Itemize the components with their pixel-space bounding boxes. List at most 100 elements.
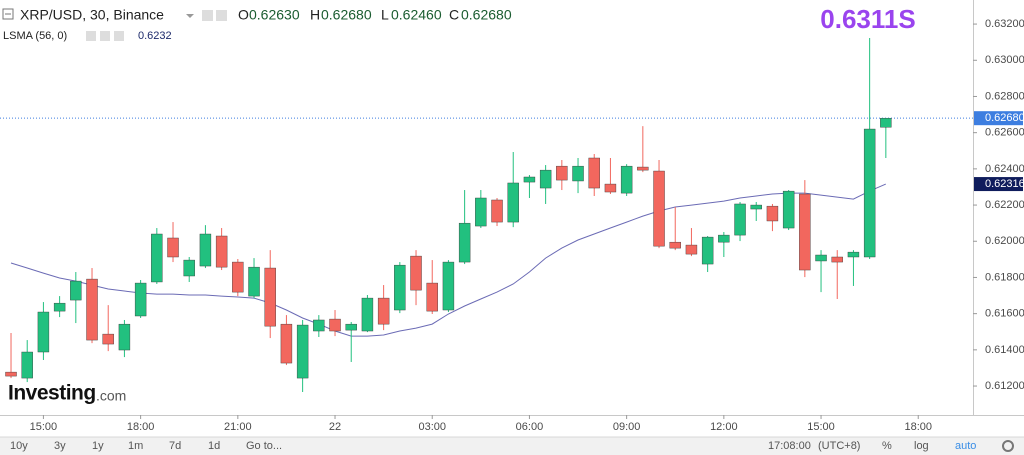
candle-body [37,311,50,353]
lsma-tag-label: 0.62316 [985,178,1024,190]
y-tick-label: 0.61400 [985,344,1024,356]
indicator-value: 0.6232 [138,30,172,42]
log-button[interactable]: log [914,440,929,452]
candle-body [313,319,325,332]
candle-body [5,371,17,377]
x-tick-label: 03:00 [418,421,446,433]
candle-body [345,323,357,331]
high-value: 0.62680 [321,7,372,23]
candle-body [86,278,98,341]
candle-body [232,261,244,293]
candle-body [766,205,779,222]
candle-body [572,165,584,182]
candle-body [458,222,471,263]
candle-body [507,182,519,223]
close-value: 0.62680 [461,7,512,23]
eye-icon[interactable] [202,10,213,21]
x-tick-label: 15:00 [30,421,58,433]
candle-body [734,203,746,236]
candle-body [167,237,179,258]
price-tag [974,111,1023,126]
indicator-eye-icon[interactable] [86,31,96,41]
candle-body [718,234,730,243]
range-button[interactable]: 1d [208,440,220,452]
range-button[interactable]: 10y [10,440,28,452]
lsma-line [10,183,886,337]
candle-body [847,251,860,258]
price-tag-label: 0.62680 [985,112,1024,124]
y-tick-label: 0.63000 [985,54,1024,66]
logo-brand: Investing [8,382,96,405]
x-tick-label: 06:00 [516,421,544,433]
symbol: XRP/USD, 30, Binance [20,7,164,23]
y-tick-label: 0.62200 [985,199,1024,211]
x-tick-label: 12:00 [710,421,738,433]
candle-body [394,264,406,311]
y-tick-label: 0.62000 [985,235,1024,247]
candle-body [134,282,147,317]
candle-body [426,282,438,312]
high-label: H [310,7,320,23]
low-value: 0.62460 [391,7,442,23]
x-tick-label: 22 [329,421,341,433]
candle-body [637,166,649,171]
candle-body [151,233,163,283]
candle-body [556,165,568,181]
candle-body [863,128,876,258]
plot: 0.61200 0.61400 0.61600 0.61800 0.62000 0.622… [0,18,1024,433]
candle-body [701,236,714,265]
y-tick-label: 0.61800 [985,271,1024,283]
candle-body [475,197,487,227]
candle-body [248,266,260,297]
toolbar [0,437,1024,455]
candle-body [118,323,131,351]
range-button[interactable]: 7d [169,440,181,452]
candle-body [815,254,827,262]
symbol-dropdown[interactable] [186,14,194,18]
y-tick-label: 0.62600 [985,127,1024,139]
candle-body [70,280,82,301]
collapse-icon[interactable] [2,8,14,20]
candle-body [604,183,617,193]
candle-body [296,324,309,379]
candle-body [21,351,33,379]
candle-body [750,204,762,210]
candle-body [361,297,374,332]
candle-body [588,157,600,189]
candle-body [669,241,681,249]
auto-button[interactable]: auto [955,440,976,452]
range-button[interactable]: 1y [92,440,104,452]
candle-body [799,193,811,271]
x-tick-label: 18:00 [127,421,155,433]
range-button[interactable]: 3y [54,440,66,452]
open-value: 0.62630 [249,7,300,23]
percent-button[interactable]: % [882,440,892,452]
x-tick-label: 15:00 [807,421,835,433]
y-tick-label: 0.63200 [985,18,1024,30]
indicator-name: LSMA (56, 0) [3,30,67,42]
timezone[interactable]: (UTC+8) [818,440,860,452]
clock: 17:08:00 [768,440,811,452]
range-button[interactable]: 1m [128,440,143,452]
candle-body [280,323,293,364]
y-tick-label: 0.62800 [985,90,1024,102]
indicator-settings-icon[interactable] [100,31,110,41]
candle-body [831,256,843,263]
indicator-close-icon[interactable] [114,31,124,41]
candle-body [410,255,422,291]
close-label: C [449,7,459,23]
settings-icon[interactable] [216,10,227,21]
candle-body [539,169,552,189]
annotation: 0.6311S [820,4,915,34]
settings-gear[interactable] [1002,440,1014,452]
candle-body [620,165,633,194]
candle-body [329,318,341,332]
goto-button[interactable]: Go to... [246,440,282,452]
candle-body [782,190,795,229]
low-label: L [381,7,389,23]
candle-body [377,297,390,325]
candle-body [102,333,114,345]
